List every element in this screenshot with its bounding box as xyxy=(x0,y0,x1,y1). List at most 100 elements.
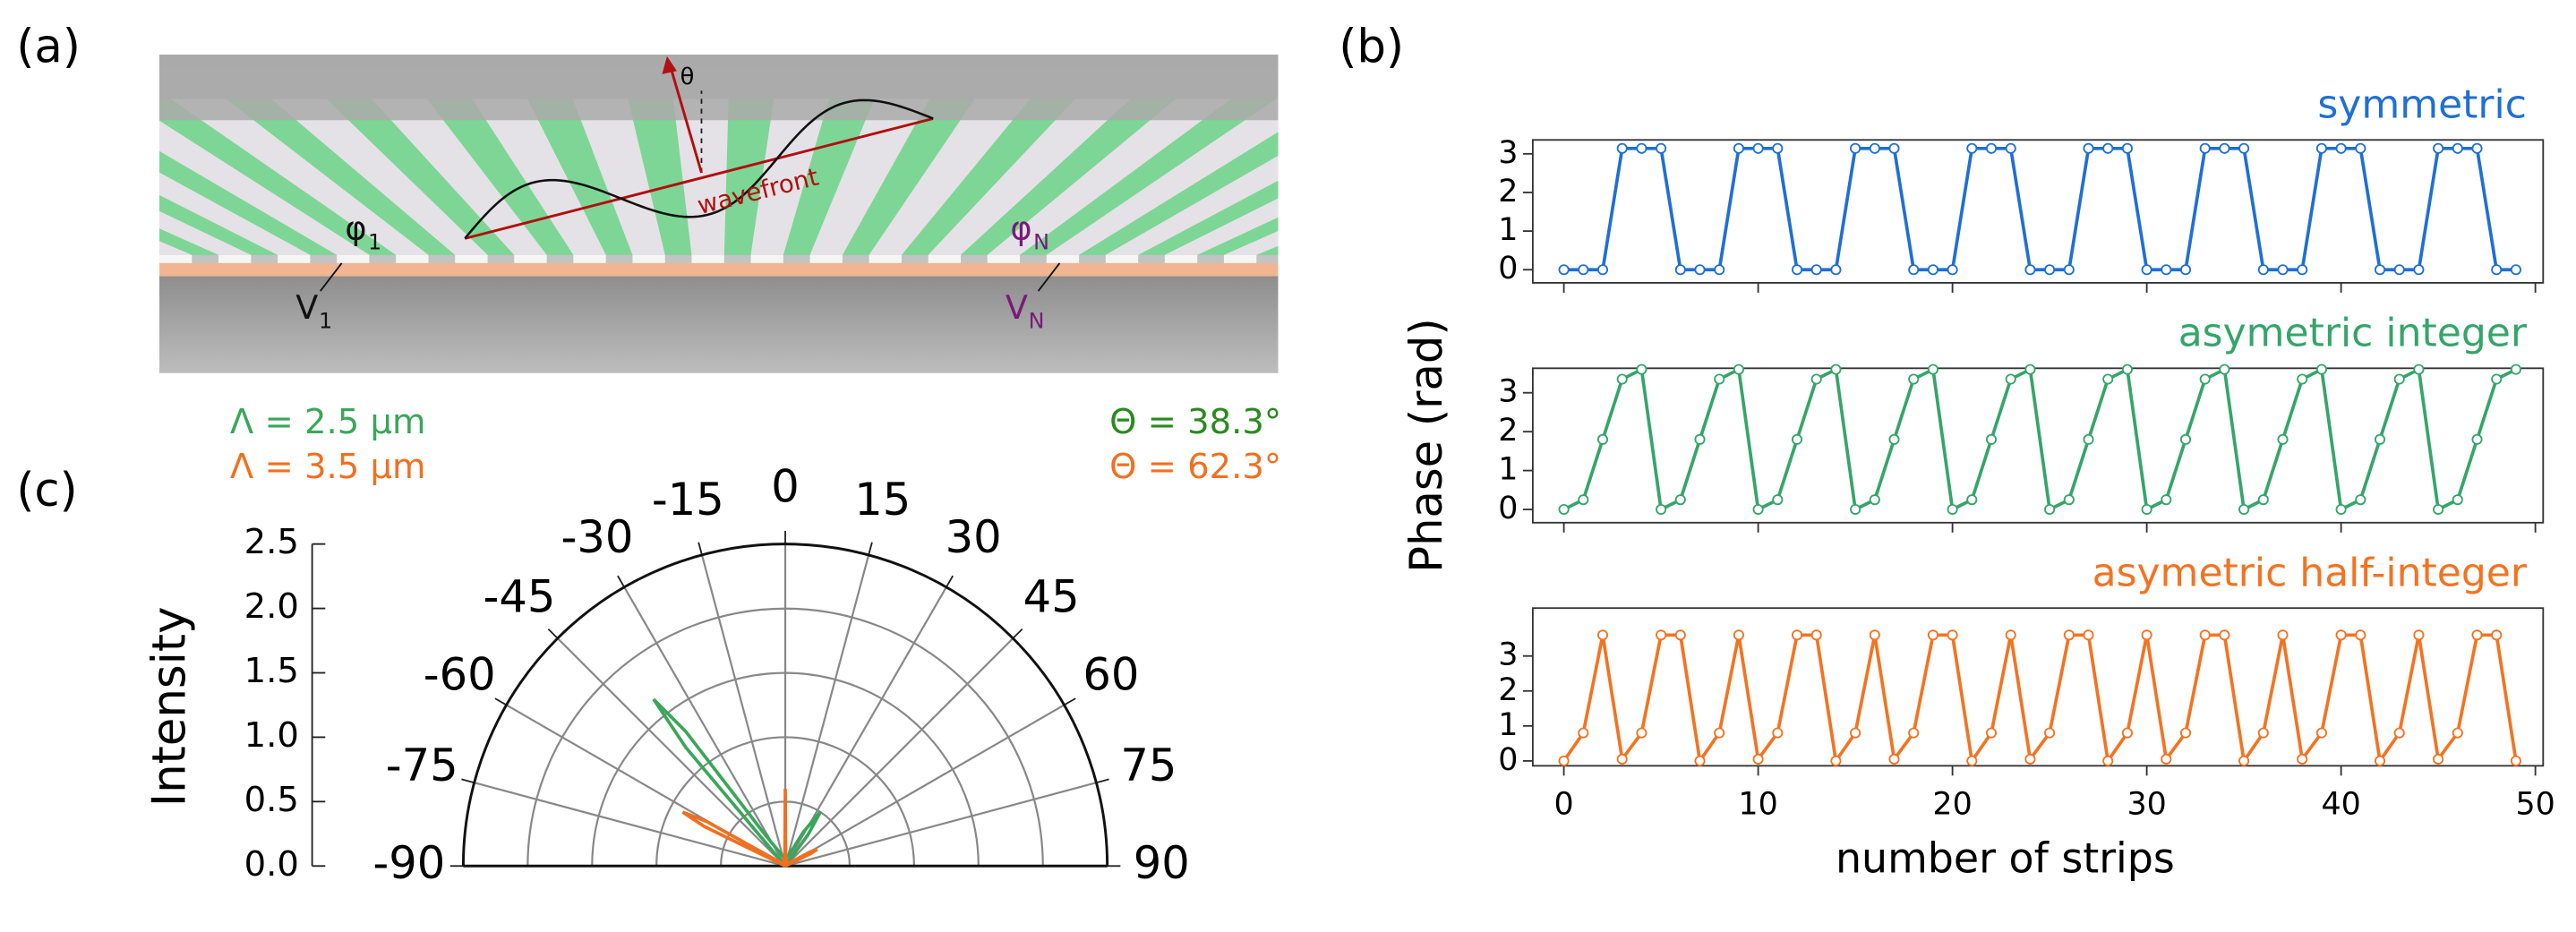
point xyxy=(1985,142,1998,154)
green-gap xyxy=(842,98,975,255)
symbol: φ xyxy=(345,209,366,248)
point xyxy=(2393,264,2405,276)
y-tick-label: 0 xyxy=(1498,251,1518,286)
point xyxy=(1578,494,1589,506)
theta-tick xyxy=(946,575,954,588)
green-gap xyxy=(226,98,456,255)
point xyxy=(2277,264,2289,276)
metal-strip xyxy=(869,98,1031,255)
point xyxy=(1888,433,1900,445)
y-tick-label: 3 xyxy=(1498,135,1518,171)
green-gap xyxy=(158,228,219,255)
strip-face xyxy=(869,254,902,263)
point xyxy=(2413,363,2425,375)
theta-grid xyxy=(556,637,786,868)
point xyxy=(1888,753,1900,765)
symbol: V xyxy=(1006,288,1028,327)
point xyxy=(2433,503,2444,516)
point xyxy=(1616,142,1628,154)
green-gap xyxy=(1020,98,1277,255)
point xyxy=(1596,264,1609,276)
strip-face xyxy=(455,254,488,263)
haze xyxy=(158,54,1279,121)
y-tick-label: 3 xyxy=(1498,374,1518,410)
point xyxy=(1791,264,1803,276)
theta-label: θ xyxy=(680,64,695,90)
metal-strip xyxy=(158,120,370,255)
point xyxy=(2297,264,2308,276)
theta-tick xyxy=(1096,778,1109,784)
peak-label: Θ = 62.3° xyxy=(1109,447,1281,487)
arrow-head xyxy=(662,56,677,74)
point xyxy=(2315,142,2327,154)
x-axis-label: number of strips xyxy=(1836,834,2175,882)
subplot-title: symmetric xyxy=(2317,82,2527,128)
point xyxy=(2161,753,2172,765)
point xyxy=(1966,142,1978,154)
theta-tick-label: 60 xyxy=(1083,649,1139,701)
point xyxy=(1772,494,1784,506)
strip-face xyxy=(158,254,193,263)
point xyxy=(2102,142,2114,154)
theta-tick xyxy=(617,575,626,588)
point xyxy=(1636,727,1647,739)
theta-tick-label: 75 xyxy=(1120,740,1177,791)
point xyxy=(1869,142,1880,154)
theta-tick xyxy=(461,778,475,784)
metal-strip xyxy=(372,98,547,255)
point xyxy=(1558,503,1570,516)
point xyxy=(1578,727,1589,739)
strip-face xyxy=(1401,255,1433,263)
peak-label: Θ = 38.3° xyxy=(1109,402,1281,442)
point xyxy=(2102,755,2114,766)
theta-tick xyxy=(547,628,559,639)
point xyxy=(2161,264,2172,276)
point xyxy=(1850,142,1861,154)
x-tick-label: 40 xyxy=(2321,786,2360,822)
point xyxy=(2277,433,2289,445)
point xyxy=(2238,503,2250,516)
green-gap xyxy=(326,98,515,255)
green-gap xyxy=(1374,98,1879,254)
r-tick-label: 1.5 xyxy=(244,651,299,691)
point xyxy=(2433,753,2444,765)
point xyxy=(2063,629,2075,641)
theta-tick-label: -30 xyxy=(561,511,634,563)
point xyxy=(1830,363,1842,375)
theta-tick-label: -75 xyxy=(386,740,458,791)
metal-strip xyxy=(472,98,606,255)
green-gap xyxy=(783,98,875,255)
theta-tick xyxy=(494,697,508,706)
subscript: 1 xyxy=(368,229,381,254)
point xyxy=(2199,142,2211,154)
y-tick-label: 3 xyxy=(1498,637,1518,673)
substrate xyxy=(158,268,1279,373)
point xyxy=(2335,503,2347,516)
green-gap xyxy=(901,98,1076,255)
point xyxy=(2413,629,2425,641)
point xyxy=(1616,753,1628,765)
point xyxy=(1772,142,1784,154)
theta-tick xyxy=(1012,628,1023,639)
point xyxy=(2199,373,2211,385)
plot-frame xyxy=(1531,367,2545,524)
point xyxy=(2315,727,2327,739)
point xyxy=(1616,373,1628,385)
panel-label: (b) xyxy=(1339,20,1404,73)
metal-strip xyxy=(0,98,133,254)
plot-frame xyxy=(1531,139,2545,284)
point xyxy=(2393,373,2405,385)
point xyxy=(2044,503,2056,516)
theta-tick-label: 15 xyxy=(854,474,911,526)
point xyxy=(2355,629,2366,641)
theta-grid xyxy=(474,782,786,868)
strip-face xyxy=(928,254,962,263)
point xyxy=(2121,363,2133,375)
y-tick-label: 2 xyxy=(1498,174,1518,209)
strip-face xyxy=(632,254,665,263)
point xyxy=(2161,494,2172,506)
point xyxy=(1596,433,1609,445)
metal-strip xyxy=(928,98,1131,255)
point xyxy=(2024,264,2036,276)
point xyxy=(1947,629,1958,641)
